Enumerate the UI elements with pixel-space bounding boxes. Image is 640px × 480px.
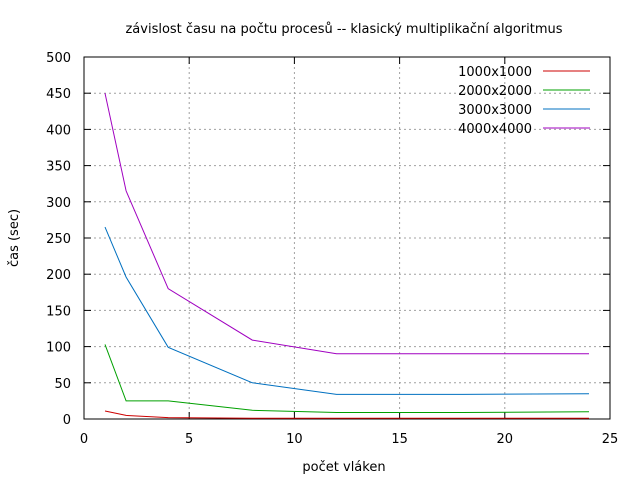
legend-label: 3000x3000 bbox=[458, 103, 532, 118]
y-axis-label: čas (sec) bbox=[7, 209, 22, 267]
y-tick-label: 450 bbox=[46, 87, 71, 102]
y-tick-labels: 0 50 100 150 200 250 300 350 400 450 500 bbox=[46, 51, 71, 428]
y-tick-label: 250 bbox=[46, 232, 71, 247]
axes bbox=[83, 56, 611, 420]
x-tick-label: 10 bbox=[286, 432, 303, 447]
x-tick-labels: 0 5 10 15 20 25 bbox=[80, 432, 618, 447]
y-tick-label: 500 bbox=[46, 51, 71, 66]
legend: 1000x1000 2000x2000 3000x3000 4000x4000 bbox=[458, 65, 590, 137]
series-lines bbox=[104, 93, 590, 419]
legend-label: 2000x2000 bbox=[458, 84, 532, 99]
y-tick-label: 50 bbox=[54, 377, 71, 392]
chart-title: závislost času na počtu procesů -- klasi… bbox=[125, 22, 562, 37]
x-tick-label: 20 bbox=[497, 432, 514, 447]
y-tick-label: 200 bbox=[46, 268, 71, 283]
legend-label: 1000x1000 bbox=[458, 65, 532, 80]
x-axis-label: počet vláken bbox=[302, 460, 385, 475]
y-tick-label: 0 bbox=[63, 413, 71, 428]
x-tick-label: 0 bbox=[80, 432, 88, 447]
y-tick-label: 100 bbox=[46, 341, 71, 356]
y-tick-label: 400 bbox=[46, 123, 71, 138]
y-tick-label: 350 bbox=[46, 160, 71, 175]
series-line-3000x3000 bbox=[104, 226, 590, 395]
series-line-1000x1000 bbox=[104, 410, 589, 419]
y-tick-label: 300 bbox=[46, 196, 71, 211]
series-line-2000x2000 bbox=[104, 344, 590, 413]
legend-label: 4000x4000 bbox=[458, 122, 532, 137]
grid bbox=[84, 57, 610, 419]
plot-frame bbox=[83, 56, 611, 420]
y-tick-label: 150 bbox=[46, 304, 71, 319]
series-line-4000x4000 bbox=[104, 93, 589, 355]
x-tick-label: 5 bbox=[185, 432, 193, 447]
x-tick-label: 15 bbox=[391, 432, 408, 447]
x-tick-label: 25 bbox=[602, 432, 619, 447]
